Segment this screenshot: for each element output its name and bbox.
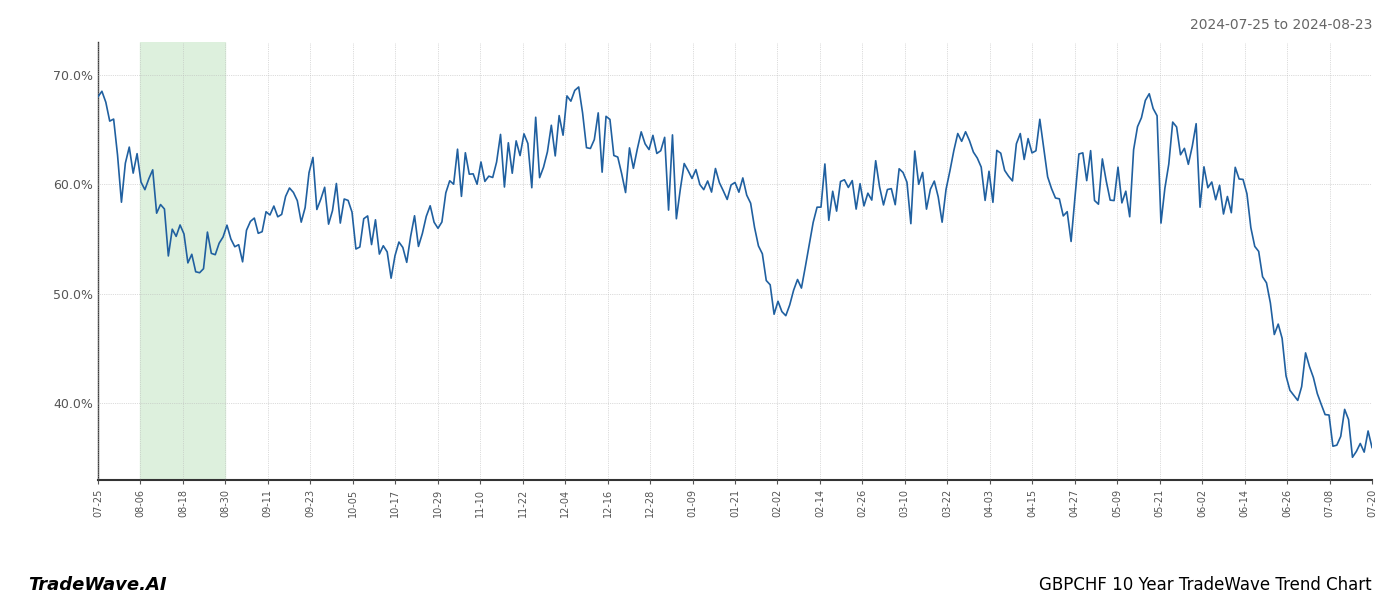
Text: 2024-07-25 to 2024-08-23: 2024-07-25 to 2024-08-23 (1190, 18, 1372, 32)
Text: TradeWave.AI: TradeWave.AI (28, 576, 167, 594)
Bar (140, 42, 225, 480)
Text: GBPCHF 10 Year TradeWave Trend Chart: GBPCHF 10 Year TradeWave Trend Chart (1039, 576, 1372, 594)
